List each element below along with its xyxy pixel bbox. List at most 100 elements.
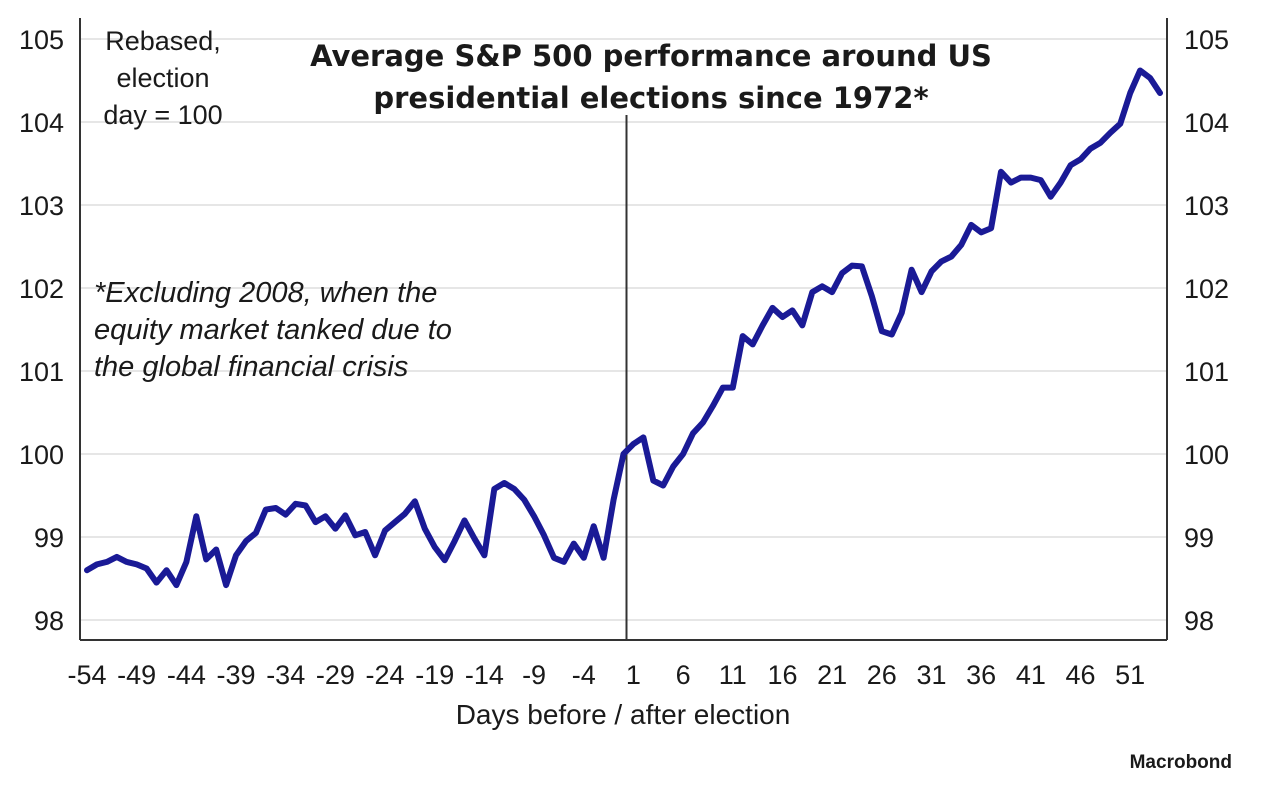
- x-tick-6: 6: [676, 660, 691, 690]
- data-point: [363, 529, 368, 535]
- data-point: [353, 533, 358, 538]
- data-point: [204, 557, 209, 562]
- data-point: [1018, 175, 1024, 180]
- x-tick--54: -54: [67, 660, 106, 690]
- x-tick-31: 31: [916, 660, 946, 690]
- chart-title: Average S&P 500 performance around US pre…: [310, 39, 992, 115]
- x-axis-title: Days before / after election: [456, 699, 791, 730]
- data-point: [631, 441, 636, 447]
- footnote-line-1: *Excluding 2008, when the: [94, 277, 437, 309]
- x-tick-36: 36: [966, 660, 996, 690]
- x-tick--9: -9: [522, 660, 546, 690]
- data-point: [1008, 180, 1014, 185]
- y-tick-left-104: 104: [19, 108, 64, 138]
- data-point: [214, 547, 219, 552]
- data-point: [402, 511, 408, 516]
- x-tick-41: 41: [1016, 660, 1046, 690]
- data-point: [1137, 68, 1143, 73]
- data-point: [1068, 163, 1073, 168]
- data-point: [1048, 194, 1053, 199]
- data-point: [561, 559, 567, 565]
- data-point: [919, 289, 924, 295]
- data-point: [492, 486, 497, 492]
- x-tick--14: -14: [465, 660, 504, 690]
- data-point: [432, 544, 437, 550]
- data-point: [1108, 130, 1113, 135]
- x-tick-26: 26: [867, 660, 897, 690]
- data-point: [412, 499, 418, 504]
- data-point: [869, 294, 875, 299]
- x-tick--34: -34: [266, 660, 305, 690]
- data-point: [462, 518, 467, 523]
- data-point: [859, 264, 865, 269]
- data-point: [84, 568, 90, 573]
- data-point: [969, 222, 974, 228]
- data-point: [1058, 180, 1063, 185]
- footnote-line-2: equity market tanked due to: [94, 314, 452, 346]
- data-point: [551, 555, 557, 560]
- data-point: [1038, 177, 1044, 183]
- data-point: [333, 526, 338, 531]
- data-point: [94, 562, 100, 567]
- data-point: [303, 503, 308, 508]
- data-point: [810, 289, 815, 295]
- data-point: [343, 513, 348, 518]
- data-point: [472, 536, 477, 541]
- data-point: [760, 323, 765, 328]
- source-label: Macrobond: [1130, 752, 1232, 773]
- data-point: [1128, 90, 1133, 96]
- data-point: [641, 435, 646, 440]
- y-tick-labels-right: 98 99 100 101 102 103 104 105: [1184, 25, 1229, 636]
- data-point: [581, 555, 586, 560]
- data-point: [1028, 175, 1034, 180]
- data-point: [929, 269, 934, 274]
- x-tick--24: -24: [366, 660, 405, 690]
- data-point: [651, 478, 656, 483]
- series-points: [84, 68, 1163, 588]
- data-point: [700, 420, 706, 425]
- data-point: [452, 538, 457, 544]
- data-point: [710, 403, 716, 409]
- data-point: [949, 254, 954, 259]
- data-point: [730, 385, 735, 390]
- data-point: [939, 259, 944, 264]
- y-tick-left-100: 100: [19, 440, 64, 470]
- data-point: [174, 582, 179, 588]
- data-point: [273, 505, 278, 511]
- x-tick--4: -4: [572, 660, 596, 690]
- y-tick-labels-left: 98 99 100 101 102 103 104 105: [19, 25, 64, 636]
- data-point: [512, 486, 517, 492]
- x-tick-16: 16: [767, 660, 797, 690]
- data-point: [233, 553, 239, 558]
- y-tick-right-98: 98: [1184, 606, 1214, 636]
- y-tick-right-101: 101: [1184, 357, 1229, 387]
- data-point: [263, 507, 268, 512]
- data-point: [829, 289, 835, 295]
- data-point: [601, 555, 606, 560]
- y-tick-right-99: 99: [1184, 523, 1214, 553]
- data-point: [740, 333, 745, 339]
- data-point: [998, 169, 1004, 174]
- x-tick-1: 1: [626, 660, 641, 690]
- footnote-line-3: the global financial crisis: [94, 351, 408, 383]
- data-point: [1098, 140, 1103, 145]
- data-point: [790, 308, 795, 313]
- data-point: [1157, 90, 1163, 96]
- data-point: [283, 512, 288, 517]
- y-tick-right-103: 103: [1184, 191, 1229, 221]
- data-point: [720, 385, 726, 390]
- data-point: [521, 497, 527, 502]
- data-point: [313, 519, 318, 525]
- data-point: [988, 226, 994, 231]
- data-point: [482, 553, 487, 558]
- footnote: *Excluding 2008, when the equity market t…: [94, 277, 452, 383]
- note-line-3: day = 100: [103, 100, 222, 130]
- data-point: [293, 501, 298, 506]
- axes: [79, 18, 1168, 641]
- note-line-2: election: [116, 63, 209, 93]
- data-point: [144, 566, 149, 571]
- data-point: [611, 497, 616, 502]
- data-point: [1147, 75, 1153, 81]
- data-point: [661, 483, 666, 488]
